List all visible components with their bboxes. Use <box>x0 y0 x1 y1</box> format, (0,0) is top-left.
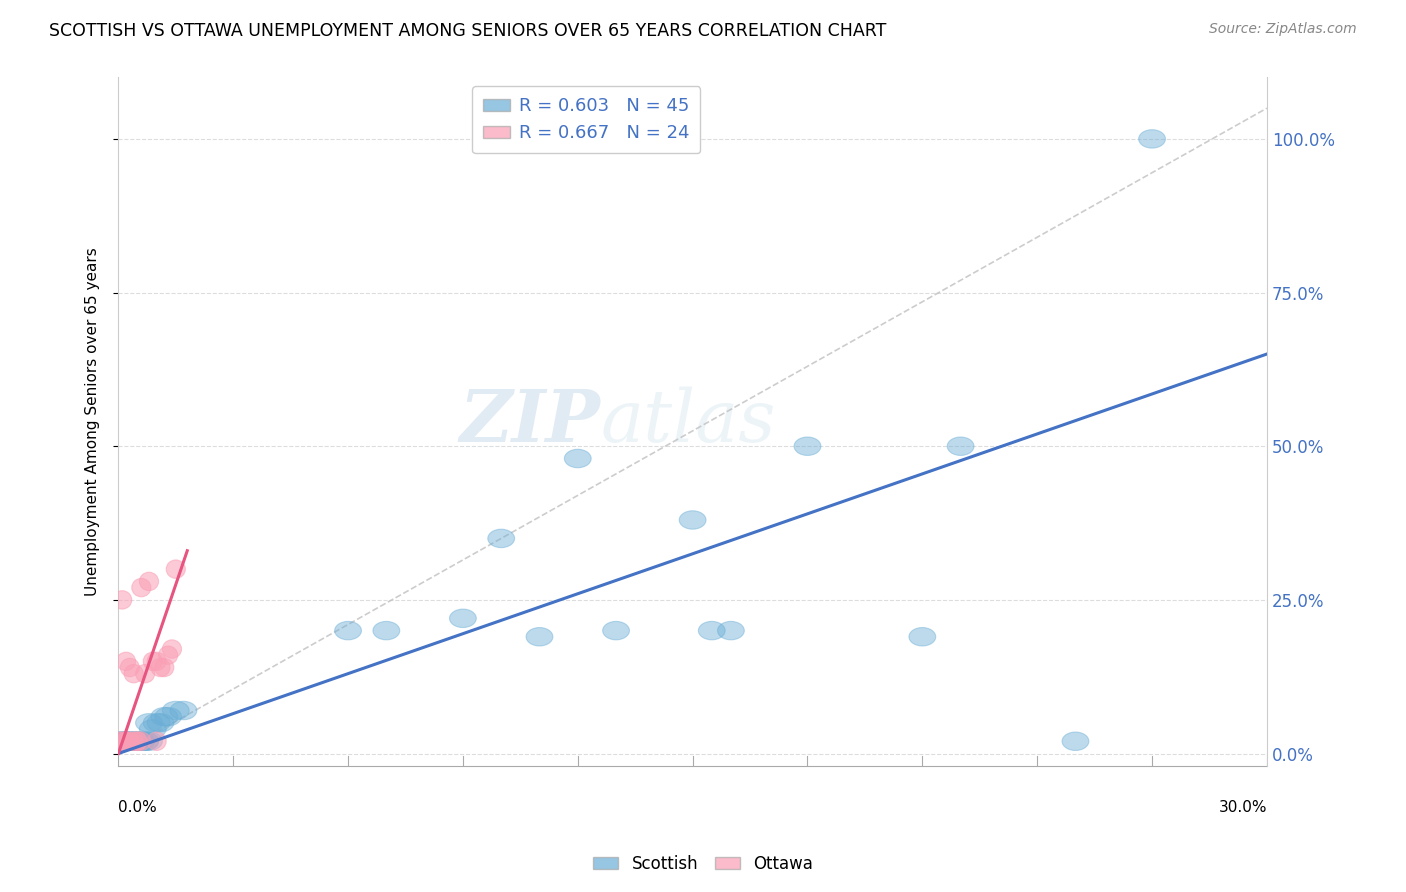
Ellipse shape <box>139 573 159 591</box>
Ellipse shape <box>117 732 135 750</box>
Ellipse shape <box>162 701 190 720</box>
Ellipse shape <box>117 652 135 671</box>
Ellipse shape <box>108 732 135 750</box>
Ellipse shape <box>948 437 974 456</box>
Legend: R = 0.603   N = 45, R = 0.667   N = 24: R = 0.603 N = 45, R = 0.667 N = 24 <box>472 87 700 153</box>
Ellipse shape <box>450 609 477 628</box>
Text: 30.0%: 30.0% <box>1219 799 1267 814</box>
Ellipse shape <box>128 732 155 750</box>
Ellipse shape <box>128 732 148 750</box>
Ellipse shape <box>112 732 132 750</box>
Ellipse shape <box>148 714 174 732</box>
Ellipse shape <box>121 732 148 750</box>
Legend: Scottish, Ottawa: Scottish, Ottawa <box>586 848 820 880</box>
Ellipse shape <box>143 714 170 732</box>
Ellipse shape <box>679 511 706 529</box>
Ellipse shape <box>108 732 128 750</box>
Ellipse shape <box>1062 732 1088 750</box>
Ellipse shape <box>117 732 143 750</box>
Text: 0.0%: 0.0% <box>118 799 157 814</box>
Ellipse shape <box>699 622 725 640</box>
Ellipse shape <box>159 646 177 665</box>
Ellipse shape <box>335 622 361 640</box>
Ellipse shape <box>132 578 150 597</box>
Text: atlas: atlas <box>600 386 776 457</box>
Ellipse shape <box>112 591 132 609</box>
Ellipse shape <box>143 652 162 671</box>
Ellipse shape <box>135 714 162 732</box>
Ellipse shape <box>124 665 143 683</box>
Ellipse shape <box>117 732 143 750</box>
Ellipse shape <box>132 732 159 750</box>
Ellipse shape <box>170 701 197 720</box>
Ellipse shape <box>112 732 139 750</box>
Text: SCOTTISH VS OTTAWA UNEMPLOYMENT AMONG SENIORS OVER 65 YEARS CORRELATION CHART: SCOTTISH VS OTTAWA UNEMPLOYMENT AMONG SE… <box>49 22 887 40</box>
Ellipse shape <box>135 665 155 683</box>
Ellipse shape <box>135 732 162 750</box>
Ellipse shape <box>139 720 166 739</box>
Ellipse shape <box>105 732 132 750</box>
Ellipse shape <box>132 732 150 750</box>
Ellipse shape <box>373 622 399 640</box>
Ellipse shape <box>112 732 139 750</box>
Ellipse shape <box>121 732 139 750</box>
Ellipse shape <box>162 640 181 658</box>
Ellipse shape <box>794 437 821 456</box>
Ellipse shape <box>564 450 591 467</box>
Ellipse shape <box>603 622 630 640</box>
Ellipse shape <box>124 732 150 750</box>
Ellipse shape <box>112 732 139 750</box>
Ellipse shape <box>132 732 159 750</box>
Ellipse shape <box>1139 129 1166 148</box>
Ellipse shape <box>121 732 148 750</box>
Ellipse shape <box>526 628 553 646</box>
Ellipse shape <box>121 732 148 750</box>
Ellipse shape <box>121 658 139 677</box>
Ellipse shape <box>155 707 181 726</box>
Ellipse shape <box>488 529 515 548</box>
Ellipse shape <box>908 628 936 646</box>
Text: ZIP: ZIP <box>460 386 600 457</box>
Ellipse shape <box>148 652 166 671</box>
Ellipse shape <box>717 622 744 640</box>
Ellipse shape <box>108 732 135 750</box>
Ellipse shape <box>150 707 177 726</box>
Ellipse shape <box>117 732 135 750</box>
Ellipse shape <box>124 732 143 750</box>
Y-axis label: Unemployment Among Seniors over 65 years: Unemployment Among Seniors over 65 years <box>86 247 100 596</box>
Ellipse shape <box>124 732 150 750</box>
Ellipse shape <box>166 560 186 578</box>
Ellipse shape <box>117 732 143 750</box>
Ellipse shape <box>148 732 166 750</box>
Ellipse shape <box>124 732 150 750</box>
Ellipse shape <box>155 658 174 677</box>
Ellipse shape <box>128 732 155 750</box>
Ellipse shape <box>108 732 135 750</box>
Ellipse shape <box>128 732 148 750</box>
Text: Source: ZipAtlas.com: Source: ZipAtlas.com <box>1209 22 1357 37</box>
Ellipse shape <box>112 732 139 750</box>
Ellipse shape <box>150 658 170 677</box>
